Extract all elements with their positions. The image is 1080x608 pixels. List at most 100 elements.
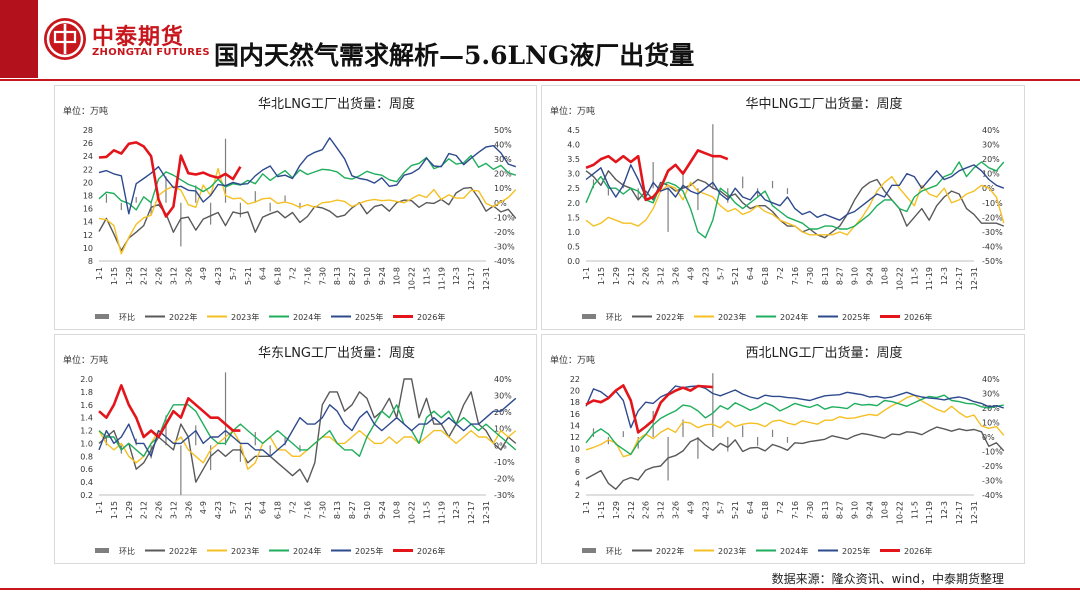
y2-tick-label: -10% — [982, 448, 1003, 457]
x-tick-label: 6-4 — [746, 501, 755, 514]
y-tick-label: 4 — [575, 479, 580, 488]
legend-label: 2025年 — [355, 546, 383, 556]
y-tick-label: 12 — [570, 433, 580, 442]
page-title: 国内天然气需求解析—5.6LNG液厂出货量 — [214, 41, 695, 70]
y-tick-label: 8 — [575, 456, 580, 465]
y2-tick-label: 20% — [494, 408, 512, 417]
x-tick-label: 9-24 — [866, 267, 875, 285]
x-tick-label: 5-21 — [731, 267, 740, 285]
y-tick-label: 0.4 — [80, 478, 93, 487]
x-tick-label: 9-10 — [851, 267, 860, 285]
chart-panel-northwest: 西北LNG工厂出货量：周度 单位：万吨 2 4 6 8 10 12 14 16 18 20 22 -40%… — [541, 334, 1025, 564]
legend-label: 环比 — [606, 312, 622, 322]
y2-tick-label: -40% — [982, 242, 1003, 251]
x-tick-label: 7-30 — [806, 267, 815, 285]
legend-label: 环比 — [119, 546, 135, 556]
y2-tick-label: 30% — [494, 155, 512, 164]
chart-title: 华中LNG工厂出货量：周度 — [745, 96, 902, 112]
y2-tick-label: 0% — [494, 199, 507, 208]
x-tick-label: 8-27 — [836, 501, 845, 519]
y2-tick-label: 0% — [494, 441, 507, 450]
y2-tick-label: 50% — [494, 126, 512, 135]
x-tick-label: 7-16 — [791, 501, 800, 519]
x-tick-label: 7-2 — [776, 267, 785, 280]
data-source-note: 数据来源：隆众资讯、wind，中泰期货整理 — [771, 572, 1004, 586]
x-tick-label: 2-12 — [140, 501, 149, 519]
legend-label: 2026年 — [417, 312, 445, 322]
x-tick-label: 6-4 — [259, 501, 268, 514]
x-tick-label: 3-12 — [169, 267, 178, 285]
y-tick-label: 20 — [83, 178, 93, 187]
y2-tick-label: 40% — [982, 126, 1000, 135]
y-tick-label: 0.5 — [567, 242, 580, 251]
x-tick-label: 1-29 — [125, 501, 134, 519]
y-tick-label: 22 — [570, 375, 580, 384]
x-tick-label: 7-16 — [791, 267, 800, 285]
legend-label: 2023年 — [231, 546, 259, 556]
chart-panel-north: 华北LNG工厂出货量：周度 单位：万吨 8 10 12 14 16 18 20 22 24 26 28 -… — [54, 85, 537, 330]
x-tick-label: 8-13 — [821, 267, 830, 285]
huanbi-bars — [592, 124, 789, 232]
y-tick-label: 18 — [83, 192, 93, 201]
series-line-2025 — [585, 164, 1005, 221]
x-tick-label: 12-31 — [970, 267, 979, 290]
x-tick-label: 6-18 — [274, 267, 283, 285]
legend-label: 2025年 — [355, 312, 383, 322]
x-tick-label: 1-1 — [95, 267, 104, 280]
y2-tick-label: 30% — [982, 141, 1000, 150]
x-tick-label: 10-8 — [880, 501, 889, 519]
legend-swatch — [95, 314, 109, 319]
series-line-2024 — [585, 394, 1004, 456]
x-tick-label: 2-26 — [155, 501, 164, 519]
y-tick-label: 1.5 — [567, 213, 580, 222]
y2-tick-label: -20% — [494, 228, 515, 237]
series-line-2026 — [585, 384, 713, 434]
x-tick-label: 7-2 — [776, 501, 785, 514]
legend-label: 2024年 — [780, 312, 808, 322]
brand-name-en: ZHONGTAI FUTURES — [92, 47, 210, 58]
x-tick-label: 12-3 — [452, 267, 461, 285]
y2-tick-label: 40% — [494, 375, 512, 384]
chart-title: 西北LNG工厂出货量：周度 — [745, 345, 902, 361]
x-tick-label: 4-9 — [686, 267, 695, 280]
x-tick-label: 6-18 — [274, 501, 283, 519]
series-line-2026 — [585, 149, 729, 202]
unit-label: 单位：万吨 — [63, 105, 108, 117]
x-tick-label: 7-30 — [806, 501, 815, 519]
series-line-2023 — [585, 394, 1005, 458]
y-tick-label: 0.2 — [80, 491, 93, 500]
y2-tick-label: 30% — [494, 392, 512, 401]
x-tick-label: 9-10 — [851, 501, 860, 519]
legend-label: 2022年 — [169, 546, 197, 556]
x-tick-label: 4-9 — [199, 501, 208, 514]
x-tick-label: 2-26 — [642, 501, 651, 519]
x-tick-label: 2-12 — [627, 501, 636, 519]
x-tick-label: 9-10 — [363, 501, 372, 519]
y2-tick-label: -20% — [982, 213, 1003, 222]
y-tick-label: 16 — [570, 410, 580, 419]
y2-tick-label: -10% — [494, 458, 515, 467]
y-tick-label: 3.0 — [567, 170, 580, 179]
y-tick-label: 0.6 — [80, 465, 93, 474]
x-tick-label: 4-23 — [214, 501, 223, 519]
x-tick-label: 12-3 — [452, 501, 461, 519]
huanbi-bars — [592, 373, 789, 481]
y-tick-label: 4.5 — [567, 126, 580, 135]
chart-panel-central: 华中LNG工厂出货量：周度 单位：万吨 0.0 0.5 1.0 1.5 2.0 2.5 3.0 3… — [541, 85, 1025, 330]
x-tick-label: 11-5 — [910, 267, 919, 285]
x-tick-label: 8-27 — [836, 267, 845, 285]
x-tick-label: 10-8 — [393, 267, 402, 285]
legend-label: 环比 — [606, 546, 622, 556]
x-tick-label: 11-5 — [910, 501, 919, 519]
legend-swatch — [95, 548, 109, 553]
x-tick-label: 3-12 — [657, 267, 666, 285]
y-tick-label: 4.0 — [567, 141, 580, 150]
x-tick-label: 3-12 — [657, 501, 666, 519]
x-tick-label: 11-19 — [437, 501, 446, 524]
chart-title: 华东LNG工厂出货量：周度 — [258, 345, 415, 361]
x-tick-label: 7-16 — [303, 267, 312, 285]
x-tick-label: 11-19 — [925, 501, 934, 524]
x-tick-label: 7-16 — [303, 501, 312, 519]
x-tick-label: 9-24 — [866, 501, 875, 519]
